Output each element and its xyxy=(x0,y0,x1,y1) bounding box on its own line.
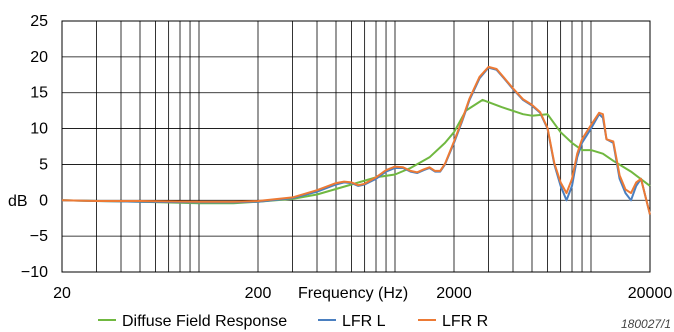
y-tick-label: 0 xyxy=(39,192,48,209)
y-tick-label: 15 xyxy=(30,85,48,102)
x-axis-label: Frequency (Hz) xyxy=(298,285,408,302)
x-tick-label: 2000 xyxy=(436,285,472,302)
y-tick-label: 10 xyxy=(30,121,48,138)
legend-label: LFR L xyxy=(342,313,386,330)
y-axis-label: dB xyxy=(8,193,28,210)
legend: Diffuse Field Response LFR L LFR R xyxy=(98,313,488,330)
legend-label: LFR R xyxy=(442,313,488,330)
plot-border xyxy=(61,20,651,273)
series-line-lfr-l xyxy=(61,66,651,215)
figure-id: 180027/1 xyxy=(621,317,671,331)
vertical-gridlines xyxy=(61,21,651,272)
y-tick-label: −10 xyxy=(21,264,48,281)
x-tick-label: 20 xyxy=(53,285,71,302)
y-tick-label: 5 xyxy=(39,156,48,173)
x-tick-labels: 20 200 2000 20000 xyxy=(53,285,672,302)
y-tick-label: 20 xyxy=(30,49,48,66)
y-tick-label: −5 xyxy=(30,228,48,245)
y-tick-label: 25 xyxy=(30,13,48,30)
legend-label: Diffuse Field Response xyxy=(122,313,287,330)
series-lines xyxy=(61,65,651,215)
x-tick-label: 200 xyxy=(245,285,272,302)
x-tick-label: 20000 xyxy=(628,285,673,302)
y-tick-labels: 25 20 15 10 5 0 −5 −10 xyxy=(21,13,48,281)
horizontal-gridlines xyxy=(62,20,650,273)
series-line-lfr-r xyxy=(61,65,651,215)
